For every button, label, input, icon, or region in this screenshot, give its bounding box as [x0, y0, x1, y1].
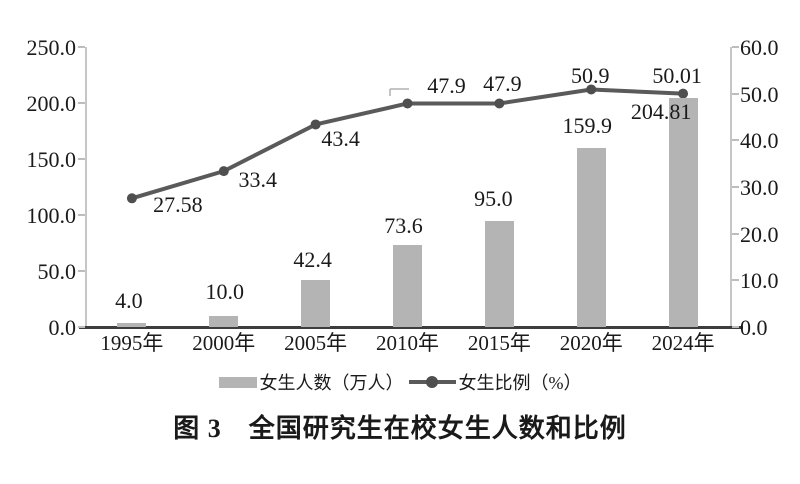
x-axis-category-label: 2015年	[467, 331, 531, 355]
right-axis-tick-label: 10.0	[740, 268, 779, 294]
legend-item-bars: 女生人数（万人）	[218, 369, 404, 395]
left-axis-line	[85, 47, 87, 327]
bar-value-label: 95.0	[474, 185, 513, 211]
right-axis-tick	[732, 46, 739, 48]
line-point-3	[402, 98, 413, 109]
right-axis-line	[730, 47, 732, 327]
right-axis-tick-label: 20.0	[740, 221, 779, 247]
right-axis-tick-label: 50.0	[740, 81, 779, 107]
line-point-1	[218, 166, 229, 177]
right-axis-tick	[732, 92, 739, 95]
left-axis-tick	[78, 158, 85, 160]
bar-1	[209, 315, 239, 327]
line-value-label: 43.4	[321, 126, 360, 152]
left-axis-tick	[78, 46, 85, 48]
line-point-0	[126, 193, 137, 204]
legend-item-line: 女生比例（%）	[408, 369, 582, 395]
line-value-label: 47.9	[427, 73, 466, 99]
left-axis-tick	[78, 214, 85, 216]
bar-value-label: 204.81	[630, 98, 692, 124]
figure-caption: 图 3 全国研究生在校女生人数和比例	[173, 414, 627, 443]
left-axis-tick	[78, 326, 85, 328]
bar-value-label: 10.0	[205, 278, 245, 304]
right-axis-tick-label: 0.0	[740, 315, 768, 340]
legend-bars-label: 女生人数（万人）	[259, 373, 404, 393]
right-axis-tick-label: 60.0	[740, 35, 779, 60]
legend-line-label: 女生比例（%）	[458, 373, 582, 393]
bar-value-label: 159.9	[562, 112, 612, 138]
bar-4	[484, 220, 514, 327]
legend: 女生人数（万人） 女生比例（%）	[0, 369, 800, 395]
line-point-2	[310, 119, 321, 130]
right-axis-tick	[732, 279, 739, 282]
right-axis-tick	[732, 326, 739, 328]
x-axis-category-label: 2024年	[651, 331, 715, 355]
right-axis-tick-label: 40.0	[740, 128, 779, 154]
line-value-label: 33.4	[238, 167, 278, 193]
bar-value-label: 4.0	[115, 287, 143, 313]
right-axis-tick-label: 30.0	[740, 175, 779, 200]
bar-2	[301, 279, 331, 327]
left-axis-tick	[78, 102, 85, 104]
x-axis-category-label: 2020年	[559, 331, 623, 355]
bar-0	[117, 322, 147, 327]
left-axis-tick-label: 0.0	[48, 315, 77, 340]
bar-value-label: 42.4	[293, 246, 332, 272]
line-point-4	[494, 98, 505, 109]
right-axis-tick	[732, 186, 739, 188]
line-value-label: 27.58	[153, 192, 203, 218]
right-axis-tick	[732, 232, 739, 235]
line-value-label: 50.9	[570, 63, 610, 89]
bar-5	[576, 147, 606, 327]
line-dot-icon	[425, 376, 438, 388]
left-axis-tick-label: 200.0	[26, 91, 77, 116]
x-axis-line	[79, 326, 743, 329]
left-axis-tick-label: 150.0	[26, 147, 77, 172]
left-axis-tick	[78, 270, 85, 272]
x-axis-category-label: 1995年	[100, 331, 164, 355]
bar-value-label: 73.6	[384, 212, 423, 238]
left-axis-tick-label: 50.0	[37, 259, 77, 284]
line-marker-icon	[408, 376, 456, 388]
x-axis-category-label: 2000年	[192, 331, 256, 355]
left-axis-tick-label: 100.0	[26, 203, 77, 228]
line-value-label: 50.01	[652, 62, 702, 88]
bar-3	[393, 244, 422, 327]
bar-swatch-icon	[218, 376, 257, 388]
left-axis-tick-label: 250.0	[26, 35, 77, 60]
bar-6	[668, 97, 698, 327]
right-axis-tick	[732, 139, 739, 142]
line-value-label: 47.9	[483, 71, 522, 97]
x-axis-category-label: 2010年	[376, 331, 439, 355]
x-axis-category-label: 2005年	[284, 331, 348, 355]
